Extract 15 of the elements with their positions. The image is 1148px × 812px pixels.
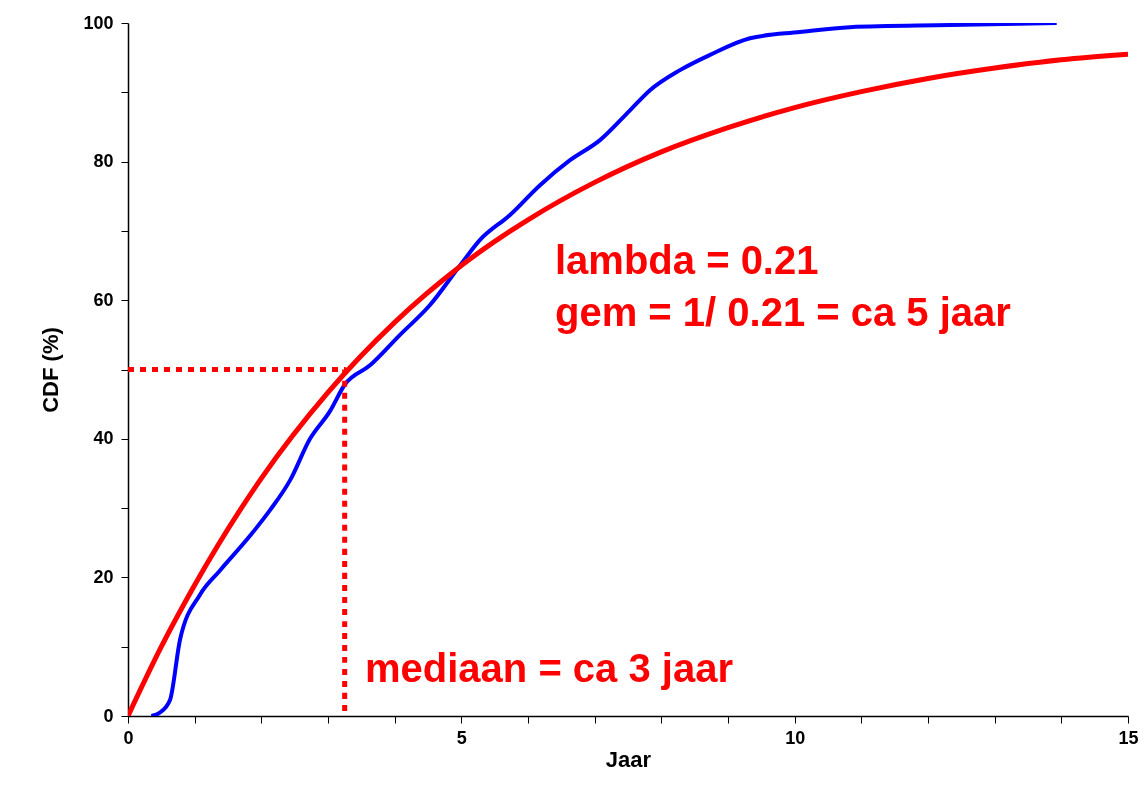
y-tick-label: 80 [93, 151, 114, 172]
x-tick-label: 0 [123, 727, 134, 748]
y-tick-label: 60 [93, 289, 114, 310]
y-tick-label: 40 [93, 428, 114, 449]
annotation: mediaan = ca 3 jaar [365, 646, 734, 690]
annotation: lambda = 0.21 [555, 238, 819, 282]
annotation: gem = 1/ 0.21 = ca 5 jaar [555, 290, 1011, 334]
y-axis-title: CDF (%) [38, 327, 64, 413]
y-tick-label: 0 [103, 705, 114, 726]
x-tick-label: 15 [1118, 727, 1139, 748]
x-tick-label: 5 [456, 727, 467, 748]
y-tick-label: 100 [83, 12, 114, 33]
x-axis-title: Jaar [605, 746, 652, 772]
y-tick-label: 20 [93, 566, 114, 587]
x-tick-label: 10 [785, 727, 806, 748]
